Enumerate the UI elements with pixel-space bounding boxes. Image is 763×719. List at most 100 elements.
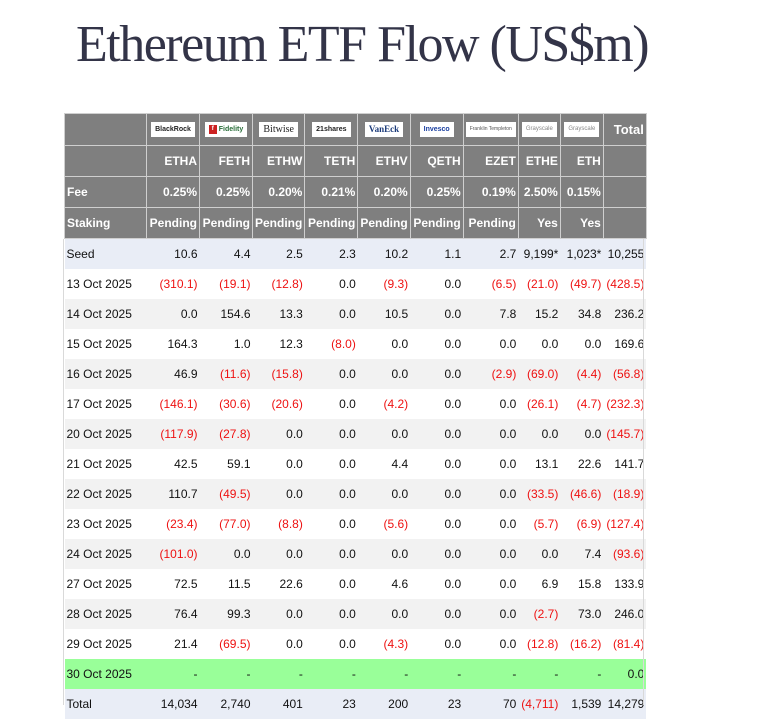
ticker-cell: TETH	[304, 145, 359, 177]
corner-cell	[64, 113, 147, 146]
ticker-total-cell	[602, 145, 647, 177]
flow-cell: 0.0	[304, 568, 358, 599]
flow-cell: 0.0	[410, 388, 464, 419]
flow-cell: (146.1)	[146, 388, 200, 419]
ticker-cell: ETHW	[251, 145, 306, 177]
ticker-cell: ETHV	[357, 145, 411, 177]
etf-flow-table: BlackRock f Fidelity Bitwise 21shares Van…	[64, 113, 647, 719]
staking-cell: Pending	[462, 207, 519, 239]
flow-cell: 72.5	[146, 568, 200, 599]
blackrock-logo: BlackRock	[146, 113, 200, 146]
grayscale-eth-logo: Grayscale	[559, 113, 604, 146]
flow-cell: 0.0	[463, 598, 519, 629]
flow-cell: -	[410, 658, 464, 689]
flow-cell: 42.5	[146, 448, 200, 479]
total-cell: 23	[304, 688, 358, 719]
table-row: 24 Oct 2025 (101.0) 0.0 0.0 0.0 0.0 0.0 0.0 0.0 7…	[64, 538, 647, 569]
fee-cell: 0.15%	[559, 176, 604, 208]
seed-cell: 1,023*	[560, 238, 604, 269]
flow-cell: 0.0	[463, 388, 519, 419]
row-total-cell: (127.4)	[603, 508, 647, 539]
flow-cell: -	[304, 658, 358, 689]
seed-cell: 4.4	[199, 238, 253, 269]
ticker-cell: ETHE	[517, 145, 561, 177]
flow-cell: (310.1)	[146, 268, 200, 299]
row-total-cell: 133.9	[603, 568, 647, 599]
flow-cell: -	[252, 658, 305, 689]
seed-cell: 1.1	[410, 238, 464, 269]
table-row: 22 Oct 2025 110.7 (49.5) 0.0 0.0 0.0 0.0 0.0 (33…	[64, 478, 647, 509]
flow-cell: (6.9)	[560, 508, 604, 539]
flow-cell: 22.6	[252, 568, 305, 599]
staking-cell: Yes	[517, 207, 561, 239]
flow-cell: 0.0	[304, 448, 358, 479]
flow-cell: (46.6)	[560, 478, 604, 509]
flow-cell: 99.3	[199, 598, 253, 629]
flow-cell: (8.0)	[304, 328, 358, 359]
flow-cell: 0.0	[410, 628, 464, 659]
date-cell: 28 Oct 2025	[64, 598, 147, 629]
flow-cell: 0.0	[252, 598, 305, 629]
flow-cell: (49.5)	[199, 478, 253, 509]
flow-cell: 0.0	[357, 328, 411, 359]
flow-cell: 76.4	[146, 598, 200, 629]
vaneck-logo: VanEck	[357, 113, 411, 146]
staking-cell: Yes	[559, 207, 604, 239]
flow-cell: 0.0	[304, 268, 358, 299]
row-total-cell: (93.6)	[603, 538, 647, 569]
staking-label: Staking	[64, 207, 147, 239]
flow-cell: (15.8)	[252, 358, 305, 389]
flow-cell: (5.6)	[357, 508, 411, 539]
staking-cell: Pending	[357, 207, 411, 239]
date-cell: 15 Oct 2025	[64, 328, 147, 359]
total-cell: (4,711)	[518, 688, 561, 719]
flow-cell: 0.0	[463, 538, 519, 569]
fee-cell: 0.25%	[199, 176, 253, 208]
date-cell: 21 Oct 2025	[64, 448, 147, 479]
table-row: 27 Oct 2025 72.5 11.5 22.6 0.0 4.6 0.0 0.0 6.9 15…	[64, 568, 647, 599]
flow-cell: (16.2)	[560, 628, 604, 659]
flow-cell: 0.0	[304, 298, 358, 329]
fee-cell: 0.20%	[357, 176, 411, 208]
flow-cell: 0.0	[518, 328, 561, 359]
flow-cell: 0.0	[252, 628, 305, 659]
flow-cell: -	[463, 658, 519, 689]
flow-cell: (4.3)	[357, 628, 411, 659]
flow-cell: 0.0	[304, 358, 358, 389]
flow-cell: 154.6	[199, 298, 253, 329]
row-total-cell: (81.4)	[603, 628, 647, 659]
flow-cell: 0.0	[252, 448, 305, 479]
flow-cell: 15.2	[518, 298, 561, 329]
seed-cell: 2.3	[304, 238, 358, 269]
flow-cell: 0.0	[252, 478, 305, 509]
flow-cell: 0.0	[560, 328, 604, 359]
total-header: Total	[602, 113, 647, 146]
flow-cell: 0.0	[518, 538, 561, 569]
row-total-cell: 0.0	[603, 658, 647, 689]
row-total-cell: 246.0	[603, 598, 647, 629]
seed-cell: 2.5	[252, 238, 305, 269]
ticker-cell: EZET	[462, 145, 519, 177]
flow-cell: 0.0	[252, 538, 305, 569]
flow-cell: (20.6)	[252, 388, 305, 419]
flow-cell: 0.0	[252, 418, 305, 449]
flow-cell: 15.8	[560, 568, 604, 599]
total-cell: 70	[463, 688, 519, 719]
page-title: Ethereum ETF Flow (US$m)	[76, 16, 650, 73]
flow-cell: (69.0)	[518, 358, 561, 389]
seed-row: Seed 10.6 4.4 2.5 2.3 10.2 1.1 2.7 9,199* 1,023* 1…	[64, 238, 647, 269]
staking-row: Staking Pending Pending Pending Pending Pendi…	[64, 207, 647, 239]
flow-cell: (23.4)	[146, 508, 200, 539]
fidelity-logo: f Fidelity	[199, 113, 253, 146]
total-cell: 1,539	[560, 688, 604, 719]
grayscale-ethe-logo: Grayscale	[517, 113, 561, 146]
flow-cell: -	[146, 658, 200, 689]
flow-cell: (5.7)	[518, 508, 561, 539]
flow-cell: 0.0	[410, 328, 464, 359]
ticker-label-cell	[64, 145, 147, 177]
21shares-logo: 21shares	[304, 113, 359, 146]
ticker-cell: QETH	[409, 145, 464, 177]
row-total-cell: (145.7)	[603, 418, 647, 449]
flow-cell: (4.2)	[357, 388, 411, 419]
seed-total-cell: 10,255	[603, 238, 647, 269]
